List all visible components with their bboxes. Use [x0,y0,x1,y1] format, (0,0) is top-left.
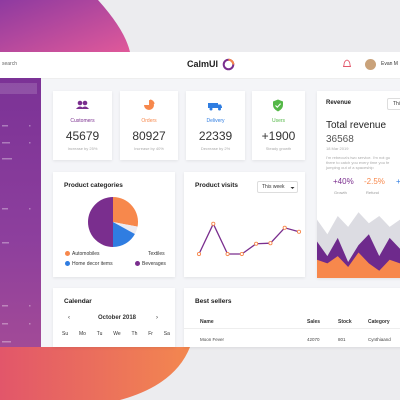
metric-value: -2.5% [364,177,385,186]
revenue-text: there to catch you every time you fe [326,160,390,165]
revenue-text: I'm rebecca's two service. I'm not gu [326,155,391,160]
stat-label: Customers [70,118,95,124]
weekday: We [113,331,121,337]
weekday: Su [62,331,69,337]
legend-dot [65,261,70,266]
active-item[interactable] [0,83,37,94]
row-divider [184,328,400,329]
month: October 2018 [98,315,137,321]
best-sellers-card: Best sellers Name Sales Stock Category Moon … [184,288,400,347]
stat-note: Increase by 25% [67,146,98,151]
stat-note: Steady growth [265,146,292,151]
column-header: Stock [338,319,352,325]
cell: Moon Fever [200,337,225,342]
delivery-icon [208,103,222,111]
legend-label: Automobiles [72,251,100,257]
metric-value: +40% [333,177,354,186]
stat-value: 22339 [198,129,233,143]
users-icon [273,99,283,112]
calendar-card: Calendar ‹ October 2018 › Su Mo Tu We Th Fr Sa [53,288,175,347]
sidebar [0,78,41,347]
avatar[interactable] [365,59,376,70]
metric-label: Refund [366,190,379,195]
cell: 42070 [307,337,320,342]
stat-card: Delivery 22339 Decrease by 2% [186,91,245,160]
bell-icon[interactable] [343,59,351,69]
weekday: Mo [78,331,86,337]
orders-icon [144,99,155,110]
visits-card: Product visits This week [184,172,305,277]
card-title: Product categories [64,182,123,189]
weekday: Sa [163,331,170,337]
visits-filter[interactable]: This week [257,181,298,193]
legend-label: Home decor items [72,261,113,267]
metric-value: + [396,177,400,186]
legend-dot [135,261,140,266]
metric-label: Growth [334,190,347,195]
legend-dot [65,251,70,256]
stat-card: Customers 45679 Increase by 25% [53,91,112,160]
stat-label: Orders [141,118,157,124]
column-header: Sales [307,319,321,325]
orange-shape [0,347,190,400]
revenue-heading: Total revenue [326,120,387,131]
cell: Cynthiaand [368,337,391,342]
revenue-amount: 36568 [326,134,354,145]
customers-icon [76,100,89,109]
legend-label: Beverages [142,261,166,267]
stat-value: 80927 [132,129,166,143]
stat-card: Users +1900 Steady growth [252,91,305,160]
revenue-text: jumping out of a spaceship [326,165,374,170]
user-name[interactable]: Evan M [381,61,398,67]
next-month[interactable]: › [156,315,158,321]
stat-label: Users [271,118,286,124]
weekday: Tu [96,331,103,337]
revenue-title: Revenue [326,100,352,106]
column-header: Category [368,319,390,325]
categories-card: Product categories Automobiles Textiles … [53,172,175,277]
weekday: Th [131,331,138,337]
table: Name Sales Stock Category Moon Fever 42070 801… [184,288,400,347]
brand-logo [222,58,235,71]
legend-label: Textiles [148,251,165,257]
weekdays: Su Mo Tu We Th Fr Sa [62,331,170,337]
weekday: Fr [148,331,153,337]
stat-card: Orders 80927 Increase by 40% [120,91,178,160]
card-title: Product visits [195,182,238,189]
stat-note: Decrease by 2% [200,146,231,151]
dropdown-arrow [290,187,295,189]
stat-value: +1900 [261,129,296,143]
stat-label: Delivery [206,118,225,124]
search[interactable]: search [2,61,18,67]
revenue-date: 18 Mar 2019 [326,146,349,151]
card-title: Calendar [64,298,92,305]
header: search CalmUI Evan M [0,52,400,79]
cell: 801 [338,337,346,342]
card-title: Best sellers [195,298,232,305]
revenue-filter[interactable]: This [387,98,400,110]
sidebar-items [2,125,31,343]
stat-note: Increase by 40% [134,146,164,151]
column-header: Name [200,319,214,325]
purple-shape [0,0,130,52]
stat-value: 45679 [65,129,100,143]
prev-month[interactable]: ‹ [68,315,70,321]
brand: CalmUI [187,59,219,69]
revenue-card: Revenue This Total revenue 36568 18 Mar … [317,91,400,278]
